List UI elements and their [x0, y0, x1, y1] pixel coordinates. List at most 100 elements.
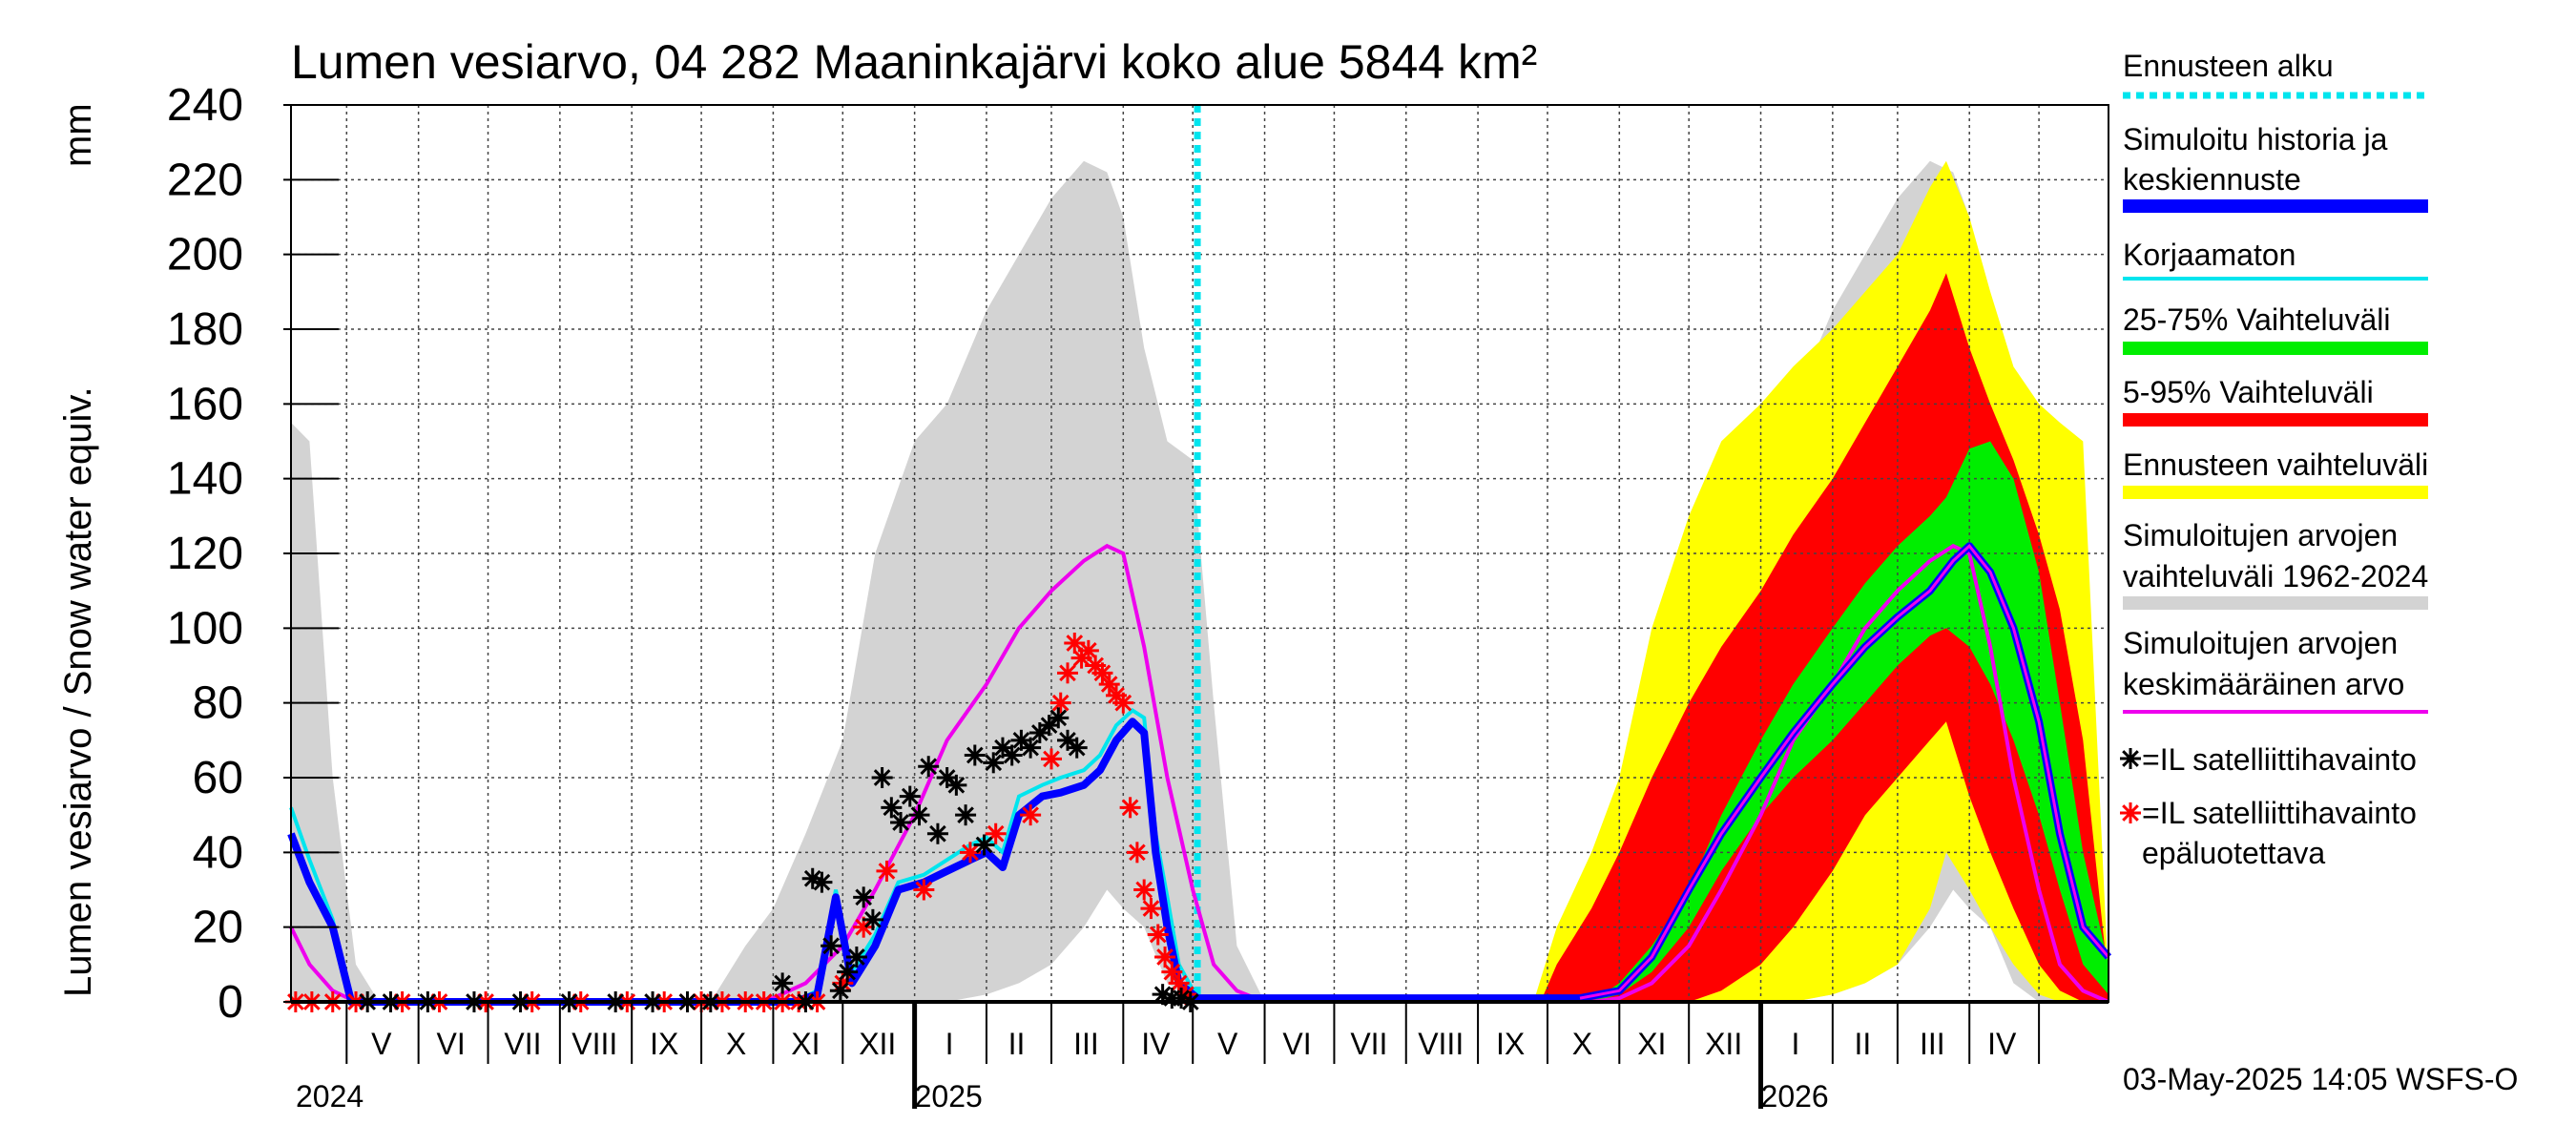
sat-point: [853, 886, 875, 908]
legend-label: Simuloitujen arvojen: [2123, 518, 2398, 552]
month-label: X: [1572, 1027, 1592, 1061]
y-tick-label: 200: [167, 230, 243, 281]
legend-label: Korjaamaton: [2123, 238, 2296, 272]
sat-unreliable-point: [1077, 639, 1099, 661]
legend-item-5-95-vaihteluva-li: 5-95% Vaihteluväli: [2123, 375, 2428, 427]
sat-point: [955, 804, 977, 826]
month-label: IX: [1496, 1027, 1525, 1061]
year-label: 2025: [915, 1079, 983, 1114]
sat-point: [1001, 744, 1023, 766]
sat-point: [1066, 737, 1088, 759]
sat-unreliable-point: [1112, 692, 1134, 714]
y-tick-label: 0: [218, 977, 243, 1028]
sat-unreliable-point: [1020, 804, 1042, 826]
legend-label: Simuloitujen arvojen: [2123, 626, 2398, 660]
sat-point: [973, 834, 995, 856]
y-tick-label: 80: [193, 678, 243, 729]
y-tick-label: 60: [193, 753, 243, 803]
year-label: 2024: [296, 1079, 364, 1114]
sat-point: [1020, 737, 1042, 759]
legend-item-ennusteen-vaihteluva-li: Ennusteen vaihteluväli: [2123, 448, 2428, 499]
month-label: VI: [1282, 1027, 1311, 1061]
band-25-75-vaihteluva-li: [1591, 441, 2109, 1002]
month-label: V: [1217, 1027, 1238, 1061]
legend-item-il-satelliittihavainto: =IL satelliittihavainto epäluotettava: [2120, 796, 2417, 870]
range-bands: [291, 160, 2109, 1003]
sat-unreliable-point: [1040, 748, 1062, 770]
y-tick-label: 40: [193, 827, 243, 878]
sat-point: [845, 947, 867, 968]
month-label: XI: [791, 1027, 820, 1061]
month-label: IX: [650, 1027, 678, 1061]
sat-unreliable-point: [853, 916, 875, 938]
month-label: IV: [1987, 1027, 2017, 1061]
legend-label: Ennusteen alku: [2123, 49, 2334, 83]
sat-point: [908, 804, 930, 826]
sat-unreliable-point: [1140, 898, 1162, 920]
sat-unreliable-point: [876, 860, 898, 882]
legend: Ennusteen alku Simuloitu historia ja keski…: [2120, 49, 2428, 870]
sat-point: [881, 797, 903, 819]
chart-title: Lumen vesiarvo, 04 282 Maaninkajärvi kok…: [291, 35, 1537, 89]
sat-point: [811, 871, 833, 893]
legend-item-25-75-vaihteluva-li: 25-75% Vaihteluväli: [2123, 302, 2428, 355]
sat-unreliable-point: [1154, 947, 1176, 968]
legend-item-ennusteen-alku: Ennusteen alku: [2123, 49, 2428, 99]
month-label: II: [1855, 1027, 1872, 1061]
y-axis-unit: mm: [57, 103, 99, 167]
sat-unreliable-point: [1056, 662, 1078, 684]
sat-unreliable-point: [1064, 633, 1086, 654]
sat-point: [829, 980, 851, 1002]
legend-label: =IL satelliittihavainto: [2142, 796, 2417, 830]
month-label: VIII: [1418, 1027, 1464, 1061]
month-label: VI: [437, 1027, 466, 1061]
legend-star-marker: [2120, 802, 2141, 823]
sat-point: [862, 908, 883, 930]
y-tick-label: 120: [167, 529, 243, 579]
line-forecast-mean-core: [1579, 544, 2110, 1000]
y-tick-label: 160: [167, 379, 243, 429]
sat-point: [772, 972, 794, 994]
month-label: X: [726, 1027, 746, 1061]
legend-label: epäluotettava: [2142, 836, 2325, 870]
legend-label: vaihteluväli 1962-2024: [2123, 559, 2428, 593]
satellite-observations: [284, 633, 1201, 1012]
y-tick-label: 20: [193, 903, 243, 953]
legend-label: Simuloitu historia ja: [2123, 122, 2388, 156]
month-label: VII: [1350, 1027, 1387, 1061]
grid-lines: [291, 104, 2109, 1003]
legend-item-simuloitu-historia-ja: Simuloitu historia ja keskiennuste: [2123, 122, 2428, 213]
sat-unreliable-point: [959, 842, 981, 864]
year-label: 2026: [1761, 1079, 1829, 1114]
legend-label: 25-75% Vaihteluväli: [2123, 302, 2390, 337]
sat-point: [983, 752, 1005, 774]
sat-point: [926, 822, 948, 844]
sat-point: [837, 961, 859, 983]
sat-unreliable-point: [1091, 662, 1113, 684]
y-tick-label: 180: [167, 304, 243, 355]
legend-item-korjaamaton: Korjaamaton: [2123, 238, 2428, 281]
month-label: I: [945, 1027, 954, 1061]
sat-unreliable-point: [1126, 842, 1148, 864]
sat-point: [890, 812, 912, 833]
band-simuloitujen-arvojen-vaihteluva-li-1962-2024: [291, 160, 2109, 1003]
month-label: I: [1792, 1027, 1800, 1061]
legend-item-simuloitujen-arvojen: Simuloitujen arvojen keskimääräinen arvo: [2123, 626, 2428, 714]
month-label: II: [1008, 1027, 1026, 1061]
y-tick-label: 220: [167, 155, 243, 205]
month-label: V: [371, 1027, 392, 1061]
month-label: XI: [1637, 1027, 1666, 1061]
sat-unreliable-point: [1098, 674, 1120, 696]
month-label: III: [1920, 1027, 1945, 1061]
month-label: III: [1073, 1027, 1099, 1061]
footer-timestamp: 03-May-2025 14:05 WSFS-O: [2123, 1062, 2518, 1096]
legend-label: keskimääräinen arvo: [2123, 667, 2404, 701]
sat-unreliable-point: [913, 879, 935, 901]
y-tick-label: 140: [167, 454, 243, 505]
sat-unreliable-point: [1049, 692, 1071, 714]
month-label: VIII: [571, 1027, 617, 1061]
sat-point: [964, 744, 986, 766]
legend-item-simuloitujen-arvojen: Simuloitujen arvojen vaihteluväli 1962-20…: [2123, 518, 2428, 610]
